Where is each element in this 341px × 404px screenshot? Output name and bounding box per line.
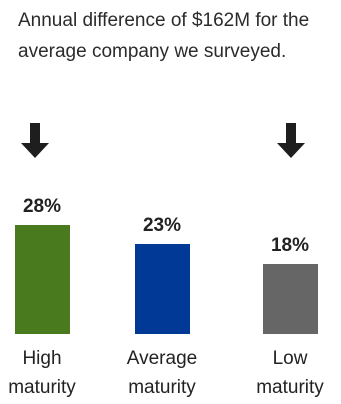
arrow-down-icon xyxy=(20,123,50,159)
category-label-1: High maturity xyxy=(8,348,76,398)
category-label-3: Low maturity xyxy=(256,348,324,398)
value-label-3: 18% xyxy=(270,235,310,256)
category-label-2: Average maturity xyxy=(126,348,198,398)
chart-caption: Annual difference of $162M for the avera… xyxy=(18,10,310,62)
bar-1 xyxy=(14,225,70,334)
arrow-down-icon xyxy=(276,123,306,159)
value-label-1: 28% xyxy=(22,196,62,217)
bar-2 xyxy=(134,244,190,334)
bar-3 xyxy=(262,264,318,334)
value-label-2: 23% xyxy=(142,215,182,236)
